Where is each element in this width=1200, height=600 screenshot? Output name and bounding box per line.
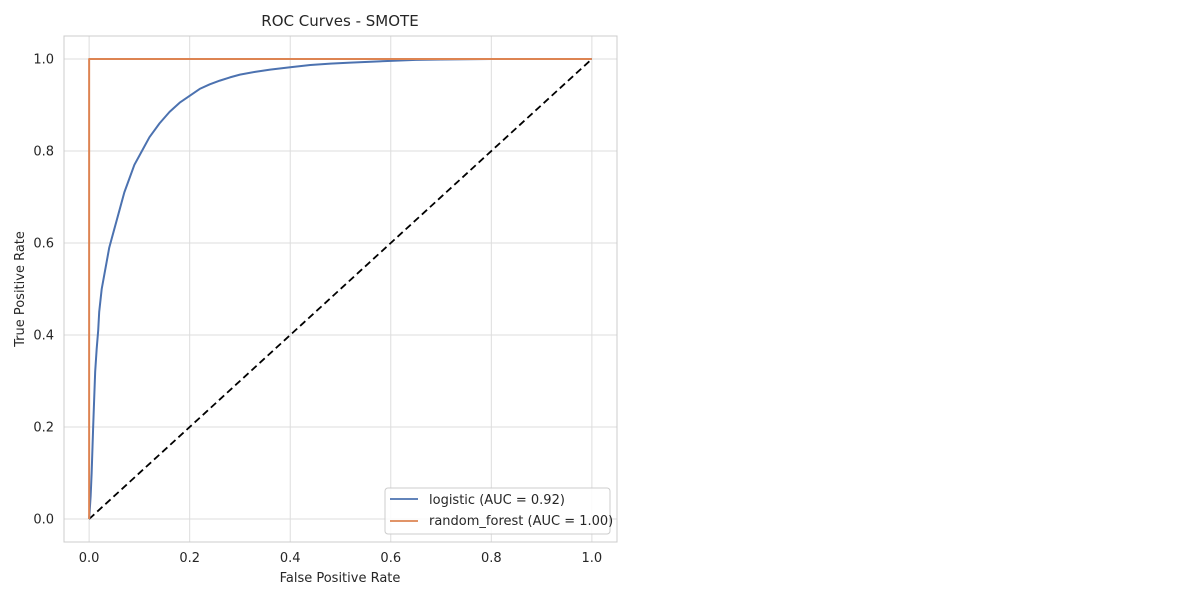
x-tick-label: 0.2 xyxy=(179,551,200,566)
y-tick-label: 1.0 xyxy=(33,53,54,68)
diagonal-reference-line xyxy=(88,58,593,520)
x-tick-label: 0.8 xyxy=(481,551,502,566)
y-tick-label: 0.6 xyxy=(33,237,54,252)
series-layer xyxy=(88,58,593,520)
series-random-forest-line xyxy=(88,58,592,519)
y-tick-label: 0.0 xyxy=(33,513,54,528)
y-tick-label: 0.4 xyxy=(33,329,54,344)
x-tick-label: 1.0 xyxy=(582,551,603,566)
chart-title: ROC Curves - SMOTE xyxy=(261,12,418,30)
legend-label-random-forest: random_forest (AUC = 1.00) xyxy=(429,514,613,529)
legend-box xyxy=(384,487,611,535)
x-tick-label: 0.6 xyxy=(380,551,401,566)
y-tick-label: 0.2 xyxy=(33,421,54,436)
plot-frame xyxy=(63,35,618,543)
y-tick-label: 0.8 xyxy=(33,145,54,160)
x-tick-label: 0.0 xyxy=(79,551,100,566)
y-axis-label: True Positive Rate xyxy=(13,231,28,348)
tick-labels: 0.0 0.2 0.4 0.6 0.8 1.0 0.0 0.2 0.4 0.6 0.8 1.0 xyxy=(33,53,602,567)
legend: logistic (AUC = 0.92) random_forest (AUC… xyxy=(384,487,613,535)
series-logistic-line xyxy=(88,58,592,520)
legend-label-logistic: logistic (AUC = 0.92) xyxy=(429,493,565,508)
x-tick-label: 0.4 xyxy=(280,551,301,566)
x-axis-label: False Positive Rate xyxy=(280,571,401,586)
